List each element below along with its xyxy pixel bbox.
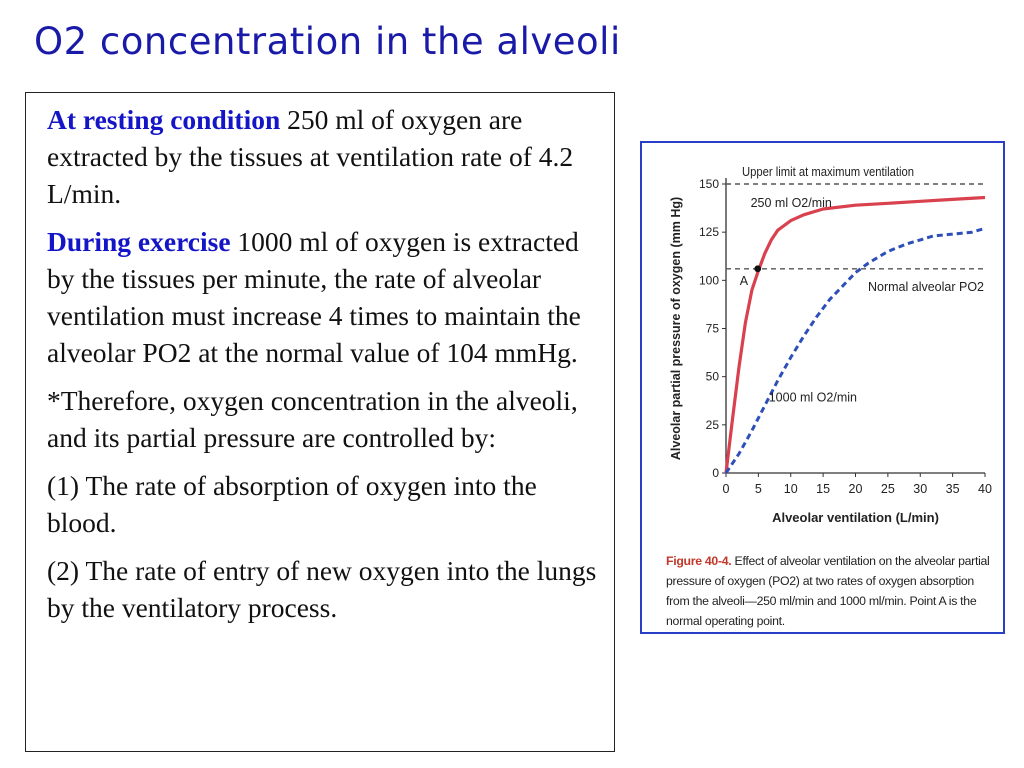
x-tick-label: 5: [755, 482, 762, 496]
y-tick-label: 0: [712, 466, 719, 480]
figure-caption-text: Effect of alveolar ventilation on the al…: [666, 554, 990, 628]
paragraph-point-2: (2) The rate of entry of new oxygen into…: [47, 555, 597, 623]
point-a-label: A: [740, 274, 749, 288]
y-tick-label: 150: [699, 177, 719, 191]
paragraph-therefore: *Therefore, oxygen concentration in the …: [47, 385, 578, 453]
point-a-marker: [754, 265, 762, 273]
series-250-annotation: 250 ml O2/min: [751, 196, 832, 210]
x-tick-label: 20: [849, 482, 863, 496]
x-tick-label: 25: [881, 482, 895, 496]
x-tick-label: 35: [946, 482, 960, 496]
paragraph-point-1: (1) The rate of absorption of oxygen int…: [47, 470, 537, 538]
x-tick-label: 10: [784, 482, 798, 496]
highlight-resting: At resting condition: [47, 104, 281, 135]
upper-limit-label: Upper limit at maximum ventilation: [742, 165, 914, 179]
x-axis-label: Alveolar ventilation (L/min): [772, 510, 939, 525]
series-1000-line: [724, 226, 986, 474]
alveolar-po2-chart: 0 25 50 75 100 125 150 0 5 10 15 20 25 30 35 40 Alveolar…: [669, 165, 992, 525]
x-tick-label: 0: [723, 482, 730, 496]
paragraph-resting-text: 250 ml of oxygen are extracted by the ti…: [47, 104, 574, 209]
x-tick-label: 15: [816, 482, 830, 496]
series-1000-annotation: 1000 ml O2/min: [769, 391, 857, 405]
x-tick-label: 40: [978, 482, 992, 496]
y-tick-label: 50: [706, 370, 720, 384]
normal-po2-label: Normal alveolar PO2: [868, 280, 984, 294]
figure-box: 0 25 50 75 100 125 150 0 5 10 15 20 25 30 35 40 Alveolar…: [640, 141, 1005, 634]
y-tick-label: 75: [706, 322, 720, 336]
paragraph-exercise-text: 1000 ml of oxygen is extracted by the ti…: [47, 226, 581, 368]
x-tick-label: 30: [913, 482, 927, 496]
series-250-line: [724, 195, 986, 474]
figure-caption-label: Figure 40-4.: [666, 554, 732, 568]
y-tick-label: 25: [706, 418, 720, 432]
paragraph-exercise: During exercise 1000 ml of oxygen is ext…: [47, 223, 604, 371]
y-axis-label: Alveolar partial pressure of oxygen (mm …: [669, 197, 683, 460]
paragraph-resting: At resting condition 250 ml of oxygen ar…: [47, 101, 604, 212]
y-tick-label: 100: [699, 273, 719, 287]
figure-caption: Figure 40-4. Effect of alveolar ventilat…: [666, 551, 998, 631]
y-tick-label: 125: [699, 225, 719, 239]
slide-title: O2 concentration in the alveoli: [34, 20, 621, 63]
text-box: At resting condition 250 ml of oxygen ar…: [25, 92, 615, 752]
highlight-exercise: During exercise: [47, 226, 231, 257]
